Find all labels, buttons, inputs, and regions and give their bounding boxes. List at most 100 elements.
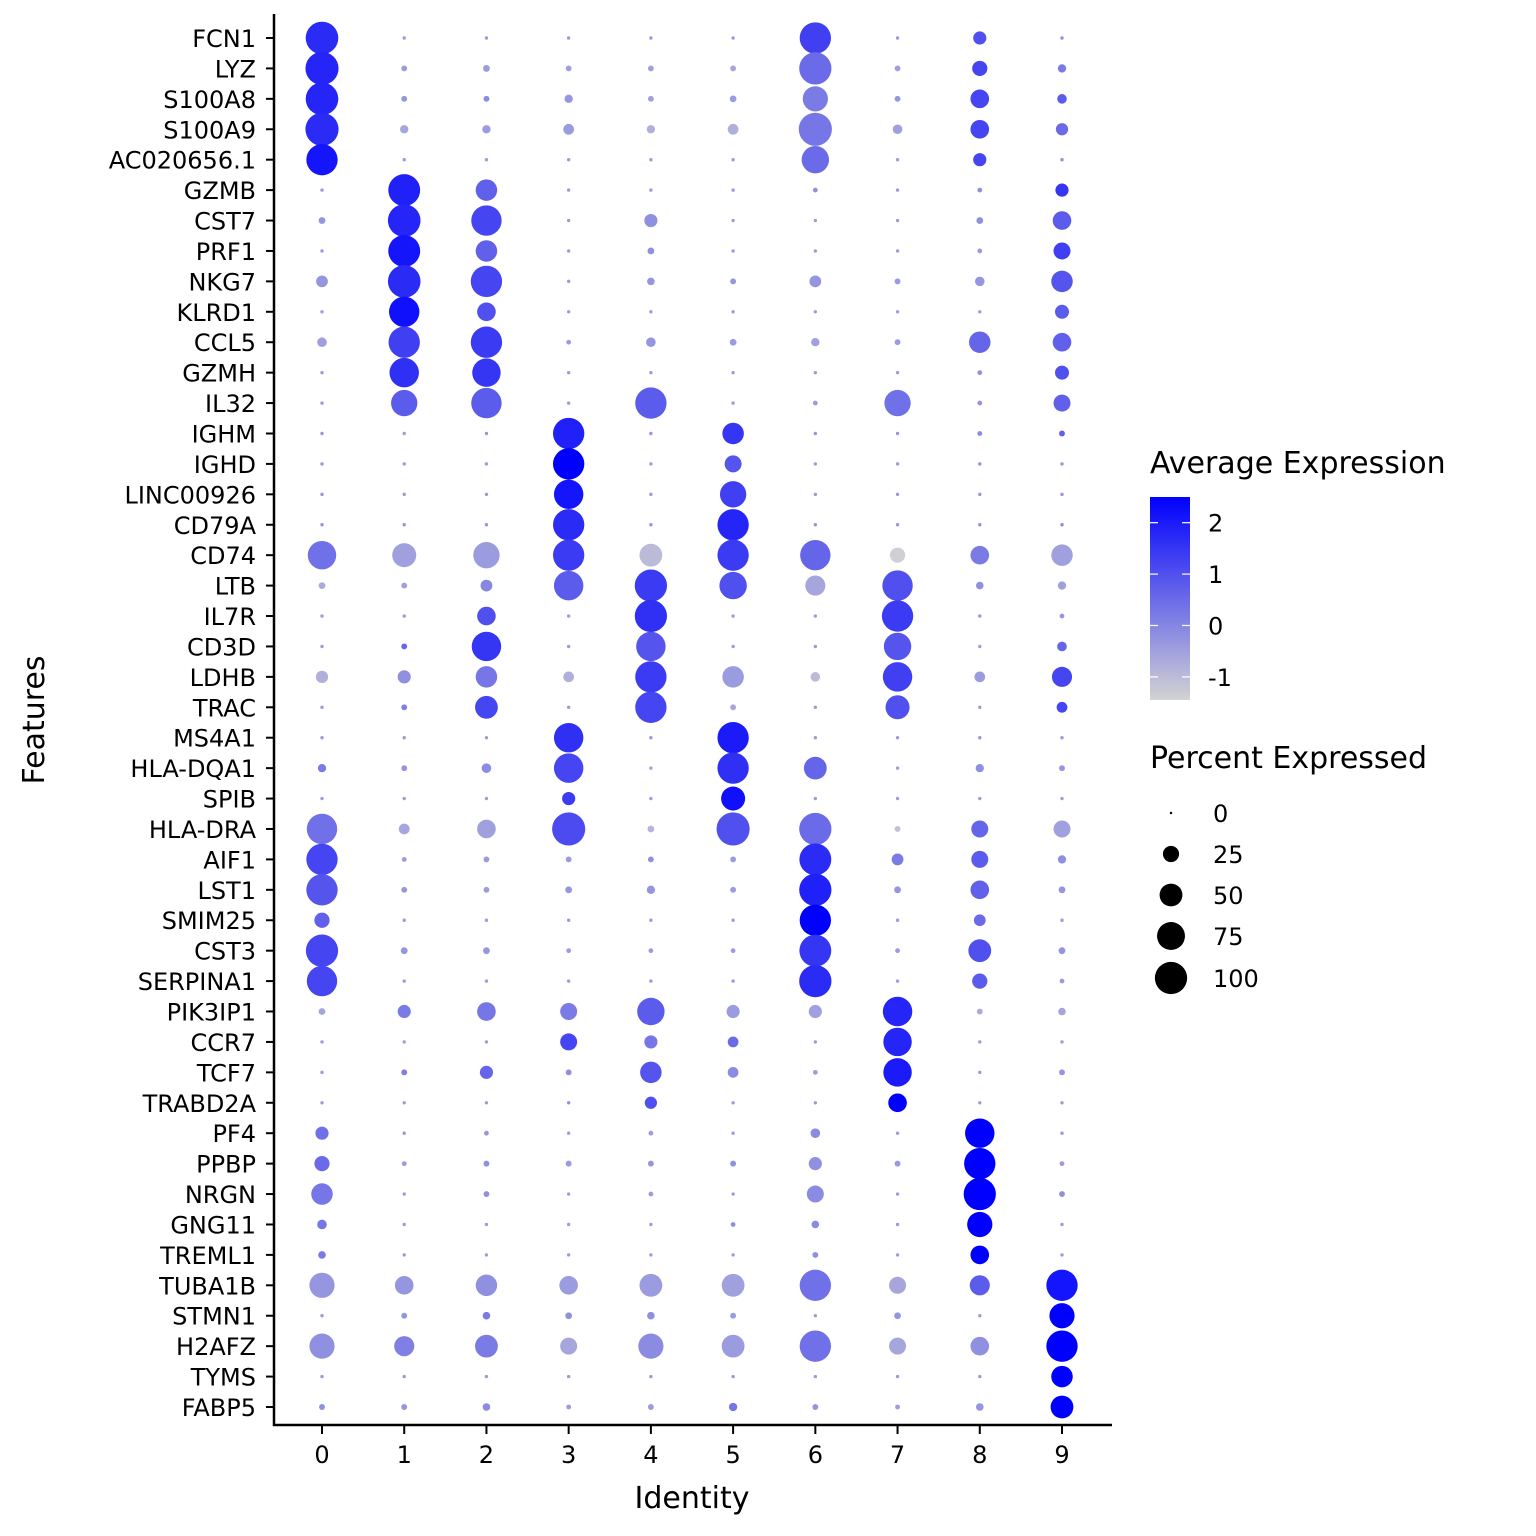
dot-GNG11-0 <box>317 1219 327 1230</box>
dot-CD79A-7 <box>895 523 900 527</box>
dot-GZMB-0 <box>320 188 324 192</box>
dot-IGHM-7 <box>895 431 900 436</box>
dot-CCR7-4 <box>644 1035 658 1049</box>
dot-TYMS-5 <box>731 1374 735 1379</box>
dot-KLRD1-5 <box>731 310 735 314</box>
y-tick-label: SERPINA1 <box>138 968 256 996</box>
dot-PPBP-2 <box>483 1160 490 1167</box>
dot-TRABD2A-9 <box>1060 1101 1064 1105</box>
dot-CD79A-4 <box>649 523 653 527</box>
dot-CST7-1 <box>387 204 421 237</box>
y-tick-label: CD3D <box>187 633 256 661</box>
dot-HLA-DRA-9 <box>1053 820 1071 838</box>
dot-SMIM25-7 <box>895 918 900 922</box>
dot-CST3-6 <box>799 934 832 967</box>
color-legend-ticks: 2 1 0 -1 <box>1150 510 1232 692</box>
dot-TUBA1B-2 <box>475 1274 498 1297</box>
dot-CD79A-8 <box>978 523 982 527</box>
dot-CCL5-0 <box>317 337 327 348</box>
y-tick-label: NRGN <box>185 1181 256 1209</box>
dot-LST1-9 <box>1058 886 1066 894</box>
dot-NKG7-9 <box>1051 270 1073 293</box>
dot-PF4-0 <box>315 1126 329 1140</box>
dot-TRABD2A-1 <box>402 1101 406 1105</box>
dot-LTB-7 <box>882 570 913 601</box>
dot-LINC00926-0 <box>320 492 324 497</box>
y-tick-label: PIK3IP1 <box>167 999 256 1027</box>
dot-CD74-9 <box>1051 544 1073 566</box>
dot-PF4-8 <box>965 1118 995 1148</box>
dot-CCR7-0 <box>320 1040 324 1044</box>
dot-CST3-2 <box>483 947 490 955</box>
dot-TYMS-0 <box>320 1374 324 1379</box>
dot-HLA-DRA-0 <box>306 813 338 845</box>
dot-KLRD1-8 <box>978 310 982 314</box>
dot-CST7-8 <box>976 217 984 224</box>
dot-TYMS-7 <box>895 1374 900 1379</box>
dot-PF4-4 <box>648 1130 654 1136</box>
dot-HLA-DRA-7 <box>894 826 901 832</box>
dot-HLA-DQA1-9 <box>1059 765 1065 772</box>
y-tick-label: FCN1 <box>192 25 256 53</box>
dot-IGHD-3 <box>552 448 585 480</box>
dot-GNG11-6 <box>811 1220 820 1229</box>
dot-SPIB-6 <box>813 796 818 801</box>
dot-CST3-9 <box>1058 947 1066 955</box>
dot-SERPINA1-4 <box>649 979 653 983</box>
dot-CST7-7 <box>895 218 900 223</box>
dot-S100A9-5 <box>727 123 739 135</box>
dot-TYMS-8 <box>978 1374 982 1379</box>
dot-GNG11-3 <box>566 1222 571 1227</box>
dot-TRABD2A-8 <box>978 1101 982 1105</box>
y-tick-label: LST1 <box>197 877 256 905</box>
dot-TRABD2A-7 <box>888 1093 907 1113</box>
dot-CST7-4 <box>644 213 658 228</box>
size-legend-dot <box>1162 845 1180 863</box>
dot-PIK3IP1-7 <box>882 996 913 1027</box>
dot-PIK3IP1-1 <box>397 1004 411 1019</box>
dot-TRABD2A-5 <box>731 1101 735 1105</box>
dot-TRAC-6 <box>813 705 818 709</box>
y-tick-label: MS4A1 <box>173 725 256 753</box>
dot-TRAC-8 <box>978 705 982 709</box>
y-tick-label: PF4 <box>212 1120 256 1148</box>
dot-IGHM-3 <box>552 417 585 450</box>
dot-HLA-DQA1-0 <box>317 763 327 773</box>
y-tick-label: CST7 <box>194 208 256 236</box>
dot-LINC00926-9 <box>1060 492 1064 497</box>
dot-PPBP-7 <box>894 1160 901 1167</box>
dot-CST7-2 <box>471 205 502 236</box>
dot-PPBP-1 <box>401 1161 407 1167</box>
x-tick-label: 2 <box>479 1441 494 1469</box>
y-tick-label: IL32 <box>205 390 256 418</box>
y-tick-label: AIF1 <box>203 846 256 874</box>
dot-LTB-0 <box>318 582 326 589</box>
dot-STMN1-0 <box>320 1314 324 1318</box>
dot-PPBP-9 <box>1059 1161 1065 1167</box>
size-legend-label: 100 <box>1213 965 1259 993</box>
dot-LTB-4 <box>634 569 668 602</box>
dot-LST1-8 <box>970 880 990 900</box>
y-tick-label: TCF7 <box>196 1059 256 1087</box>
dot-HLA-DRA-1 <box>398 823 410 835</box>
dot-SERPINA1-3 <box>566 979 571 983</box>
dot-H2AFZ-6 <box>799 1330 832 1362</box>
dot-LST1-1 <box>401 886 408 893</box>
dot-FABP5-8 <box>975 1403 984 1411</box>
dot-GZMH-5 <box>731 370 735 375</box>
dot-IGHM-4 <box>649 431 653 436</box>
dot-STMN1-2 <box>482 1311 491 1320</box>
dot-S100A9-7 <box>892 124 903 135</box>
dot-CD74-7 <box>889 547 906 563</box>
dot-IL32-1 <box>391 389 418 417</box>
dot-CST7-0 <box>318 217 326 224</box>
dot-HLA-DQA1-4 <box>649 766 653 770</box>
y-tick-label: CCR7 <box>191 1029 256 1057</box>
dot-CD79A-9 <box>1060 523 1064 527</box>
dot-GZMB-5 <box>731 188 735 192</box>
dot-HLA-DRA-5 <box>716 812 750 846</box>
dot-FABP5-1 <box>401 1404 408 1410</box>
dot-FABP5-9 <box>1050 1395 1074 1419</box>
